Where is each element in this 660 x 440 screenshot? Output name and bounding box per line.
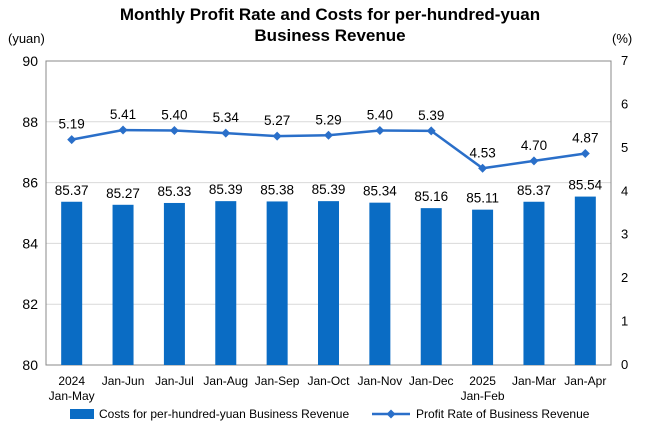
right-tick-label: 0 xyxy=(621,357,628,372)
line-point xyxy=(478,163,488,173)
left-tick-label: 84 xyxy=(22,235,38,251)
chart-title-line-2: Business Revenue xyxy=(254,26,406,45)
bar xyxy=(318,201,339,365)
line-value-label: 5.39 xyxy=(418,108,444,123)
line-point xyxy=(580,149,590,159)
line-value-label: 5.40 xyxy=(367,107,393,122)
x-tick-label: Jan-Nov xyxy=(358,374,403,388)
line-value-label: 5.27 xyxy=(264,113,290,128)
line-point xyxy=(221,128,231,138)
bar xyxy=(574,196,596,365)
line-value-label: 4.53 xyxy=(469,145,495,160)
line-value-label: 4.70 xyxy=(521,138,547,153)
x-tick-label: Jan-May xyxy=(49,389,95,403)
legend-line-marker xyxy=(386,409,396,419)
left-tick-label: 80 xyxy=(22,357,38,373)
line-value-label: 5.19 xyxy=(59,117,85,132)
bar xyxy=(163,202,185,365)
right-tick-label: 4 xyxy=(621,183,628,198)
line-point xyxy=(375,125,385,135)
left-tick-label: 82 xyxy=(22,296,38,312)
bar xyxy=(112,204,134,365)
bar-value-label: 85.38 xyxy=(260,182,294,197)
right-tick-label: 7 xyxy=(621,53,628,68)
x-tick-label: 2024 xyxy=(58,374,85,388)
bar xyxy=(215,201,237,365)
bar xyxy=(420,208,442,365)
line-value-label: 5.40 xyxy=(161,107,187,122)
bar-value-label: 85.39 xyxy=(312,182,346,197)
line-point xyxy=(272,131,282,141)
x-tick-label: Jan-Feb xyxy=(461,389,505,403)
right-tick-label: 2 xyxy=(621,270,628,285)
right-tick-label: 5 xyxy=(621,140,628,155)
right-tick-label: 6 xyxy=(621,96,628,111)
bar-value-label: 85.54 xyxy=(568,178,602,193)
line-value-label: 4.87 xyxy=(572,131,598,146)
line-value-label: 5.29 xyxy=(315,112,341,127)
x-tick-label: Jan-Oct xyxy=(307,374,350,388)
bar xyxy=(266,201,288,365)
left-tick-label: 90 xyxy=(22,53,38,69)
line-value-label: 5.41 xyxy=(110,107,136,122)
bar xyxy=(61,201,83,365)
bar-value-label: 85.34 xyxy=(363,184,397,199)
x-tick-label: Jan-Sep xyxy=(255,374,300,388)
x-tick-label: Jan-Apr xyxy=(564,374,606,388)
bar-value-label: 85.39 xyxy=(209,182,243,197)
bar-value-label: 85.11 xyxy=(466,191,499,206)
x-tick-label: Jan-Aug xyxy=(203,374,248,388)
line-point xyxy=(169,125,179,135)
line-point xyxy=(324,130,333,140)
legend-bar-swatch xyxy=(70,409,94,419)
right-axis-unit: (%) xyxy=(612,31,633,46)
right-tick-label: 1 xyxy=(621,314,628,329)
x-tick-label: Jan-Dec xyxy=(409,374,454,388)
left-axis-unit: (yuan) xyxy=(8,31,45,46)
bar-value-label: 85.33 xyxy=(158,184,192,199)
legend-line-label: Profit Rate of Business Revenue xyxy=(416,407,590,421)
bar-value-label: 85.16 xyxy=(414,189,448,204)
x-tick-label: 2025 xyxy=(469,374,496,388)
bar xyxy=(369,202,391,365)
bar xyxy=(472,209,494,365)
bar-value-label: 85.27 xyxy=(106,186,140,201)
legend-bar-label: Costs for per-hundred-yuan Business Reve… xyxy=(99,407,349,421)
bar-value-label: 85.37 xyxy=(55,183,89,198)
line-point xyxy=(118,125,128,135)
x-tick-label: Jan-Jun xyxy=(102,374,145,388)
left-tick-label: 86 xyxy=(22,175,38,191)
left-tick-label: 88 xyxy=(22,114,38,130)
line-point xyxy=(67,135,77,145)
bar-value-label: 85.37 xyxy=(517,183,551,198)
right-tick-label: 3 xyxy=(621,227,628,242)
x-tick-label: Jan-Jul xyxy=(155,374,194,388)
line-point xyxy=(529,156,539,166)
bar xyxy=(523,201,545,365)
line-value-label: 5.34 xyxy=(213,110,240,125)
line-point xyxy=(426,126,436,136)
chart-title: Monthly Profit Rate and Costs for per-hu… xyxy=(0,4,660,46)
x-tick-label: Jan-Mar xyxy=(512,374,556,388)
chart-title-line-1: Monthly Profit Rate and Costs for per-hu… xyxy=(119,5,541,24)
